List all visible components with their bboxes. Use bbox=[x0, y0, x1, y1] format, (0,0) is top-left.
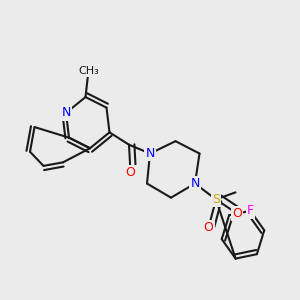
Text: F: F bbox=[247, 204, 254, 217]
Text: O: O bbox=[204, 221, 213, 234]
Text: N: N bbox=[145, 147, 155, 160]
Text: N: N bbox=[190, 177, 200, 190]
Text: O: O bbox=[126, 167, 135, 179]
Text: S: S bbox=[212, 193, 220, 206]
Text: CH₃: CH₃ bbox=[78, 66, 99, 76]
Text: N: N bbox=[61, 106, 71, 119]
Text: O: O bbox=[232, 207, 242, 220]
